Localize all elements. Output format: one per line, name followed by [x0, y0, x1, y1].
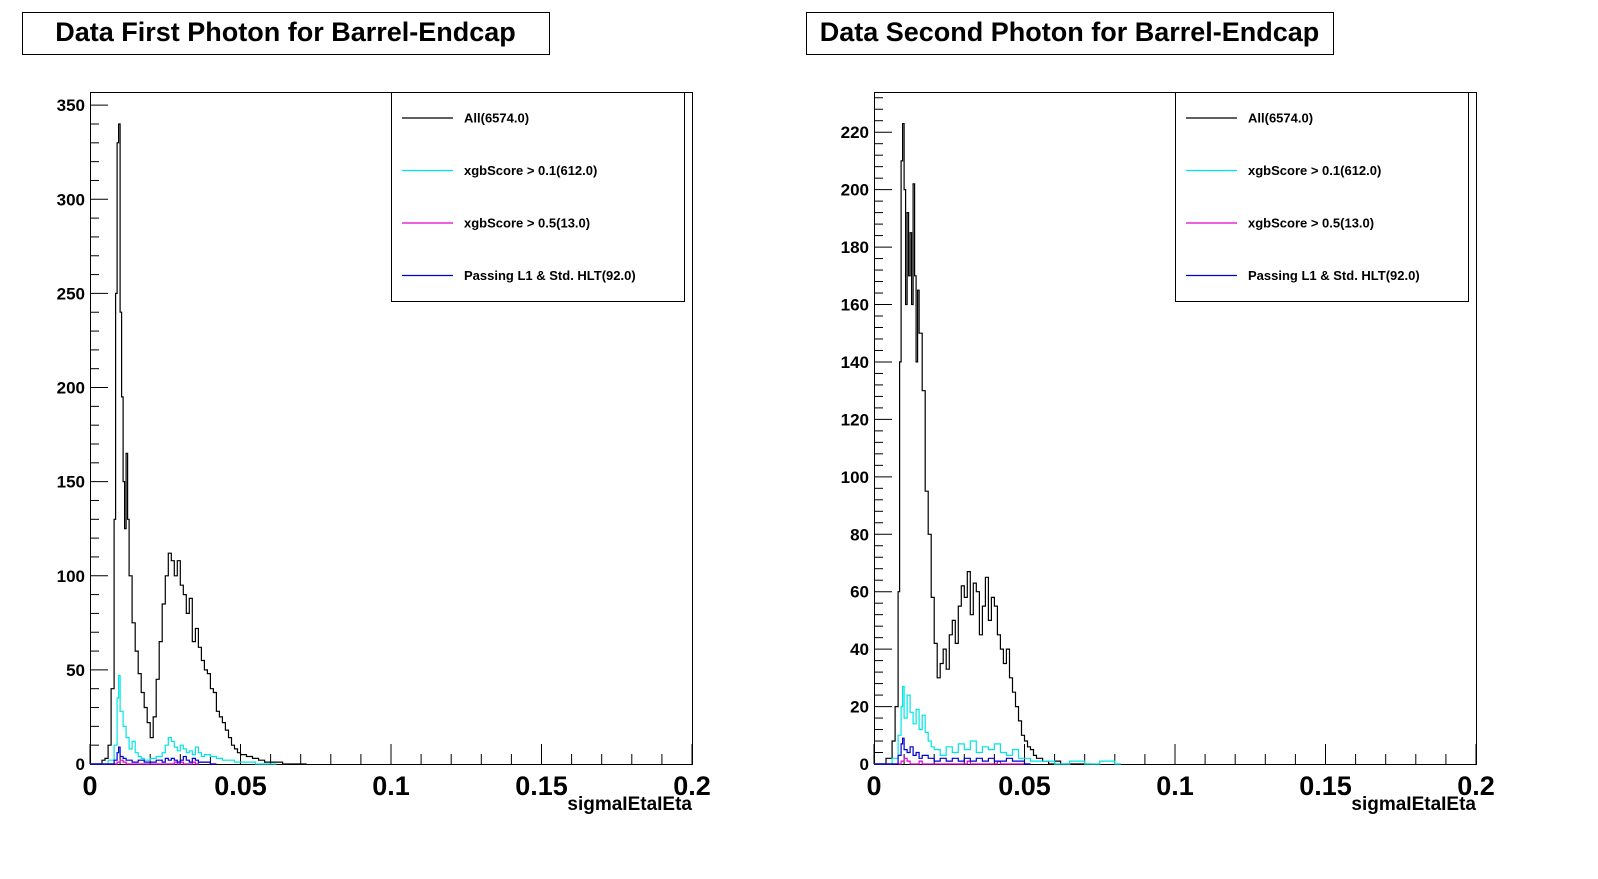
y-tick-label: 0: [76, 755, 85, 774]
y-tick-label: 160: [841, 296, 869, 315]
x-tick-label: 0.1: [372, 771, 410, 801]
legend-box: [1175, 92, 1469, 302]
y-tick-label: 100: [57, 567, 85, 586]
x-tick-label: 0.2: [673, 771, 711, 801]
y-tick-label: 100: [841, 468, 869, 487]
y-tick-label: 250: [57, 284, 85, 303]
chart-title: Data First Photon for Barrel-Endcap: [55, 17, 516, 47]
legend-label: xgbScore > 0.5(13.0): [1248, 216, 1374, 231]
series-line-2: [874, 685, 1121, 765]
y-tick-label: 20: [850, 698, 869, 717]
y-tick-label: 60: [850, 583, 869, 602]
legend-label: xgbScore > 0.1(612.0): [464, 163, 597, 178]
series-line-2: [90, 674, 277, 765]
series-line-3: [90, 759, 217, 765]
chart-title: Data Second Photon for Barrel-Endcap: [820, 17, 1320, 47]
y-tick-label: 350: [57, 96, 85, 115]
legend-label: All(6574.0): [464, 111, 529, 126]
legend: All(6574.0) xgbScore > 0.1(612.0) xgbScore…: [1175, 92, 1469, 302]
x-tick-label: 0: [866, 771, 881, 801]
x-tick-label: 0.15: [1299, 771, 1352, 801]
chart-panel-2: Data Second Photon for Barrel-Endcap 0 20 4…: [806, 12, 1495, 815]
y-tick-label: 80: [850, 525, 869, 544]
y-tick-label: 0: [860, 755, 869, 774]
y-tick-label: 140: [841, 353, 869, 372]
y-tick-label: 200: [841, 181, 869, 200]
x-tick-label: 0.05: [214, 771, 267, 801]
y-tick-label: 150: [57, 473, 85, 492]
legend-label: Passing L1 & Std. HLT(92.0): [464, 268, 636, 283]
x-tick-label: 0: [82, 771, 97, 801]
chart-panel-1: Data First Photon for Barrel-Endcap 0 50 10…: [22, 12, 711, 815]
x-tick-label: 0.2: [1457, 771, 1495, 801]
legend-label: Passing L1 & Std. HLT(92.0): [1248, 268, 1420, 283]
x-tick-label: 0.05: [998, 771, 1051, 801]
legend-label: xgbScore > 0.5(13.0): [464, 216, 590, 231]
x-tick-label: 0.15: [515, 771, 568, 801]
series-line-4: [90, 746, 217, 765]
x-axis-title: sigmaIEtaIEta: [1351, 794, 1476, 815]
y-tick-label: 50: [66, 661, 85, 680]
series-line-1: [874, 123, 1091, 765]
legend-label: All(6574.0): [1248, 111, 1313, 126]
y-tick-label: 300: [57, 190, 85, 209]
y-tick-label: 200: [57, 379, 85, 398]
y-tick-label: 40: [850, 640, 869, 659]
x-tick-label: 0.1: [1156, 771, 1194, 801]
series-line-4: [874, 737, 1031, 765]
title-box: [22, 12, 550, 55]
y-tick-label: 120: [841, 410, 869, 429]
series-line-1: [90, 123, 307, 765]
legend-box: [391, 92, 685, 302]
y-tick-label: 180: [841, 238, 869, 257]
legend-label: xgbScore > 0.1(612.0): [1248, 163, 1381, 178]
y-tick-label: 220: [841, 123, 869, 142]
title-box: [806, 12, 1334, 55]
legend: All(6574.0) xgbScore > 0.1(612.0) xgbScore…: [391, 92, 685, 302]
x-axis-title: sigmaIEtaIEta: [567, 794, 692, 815]
